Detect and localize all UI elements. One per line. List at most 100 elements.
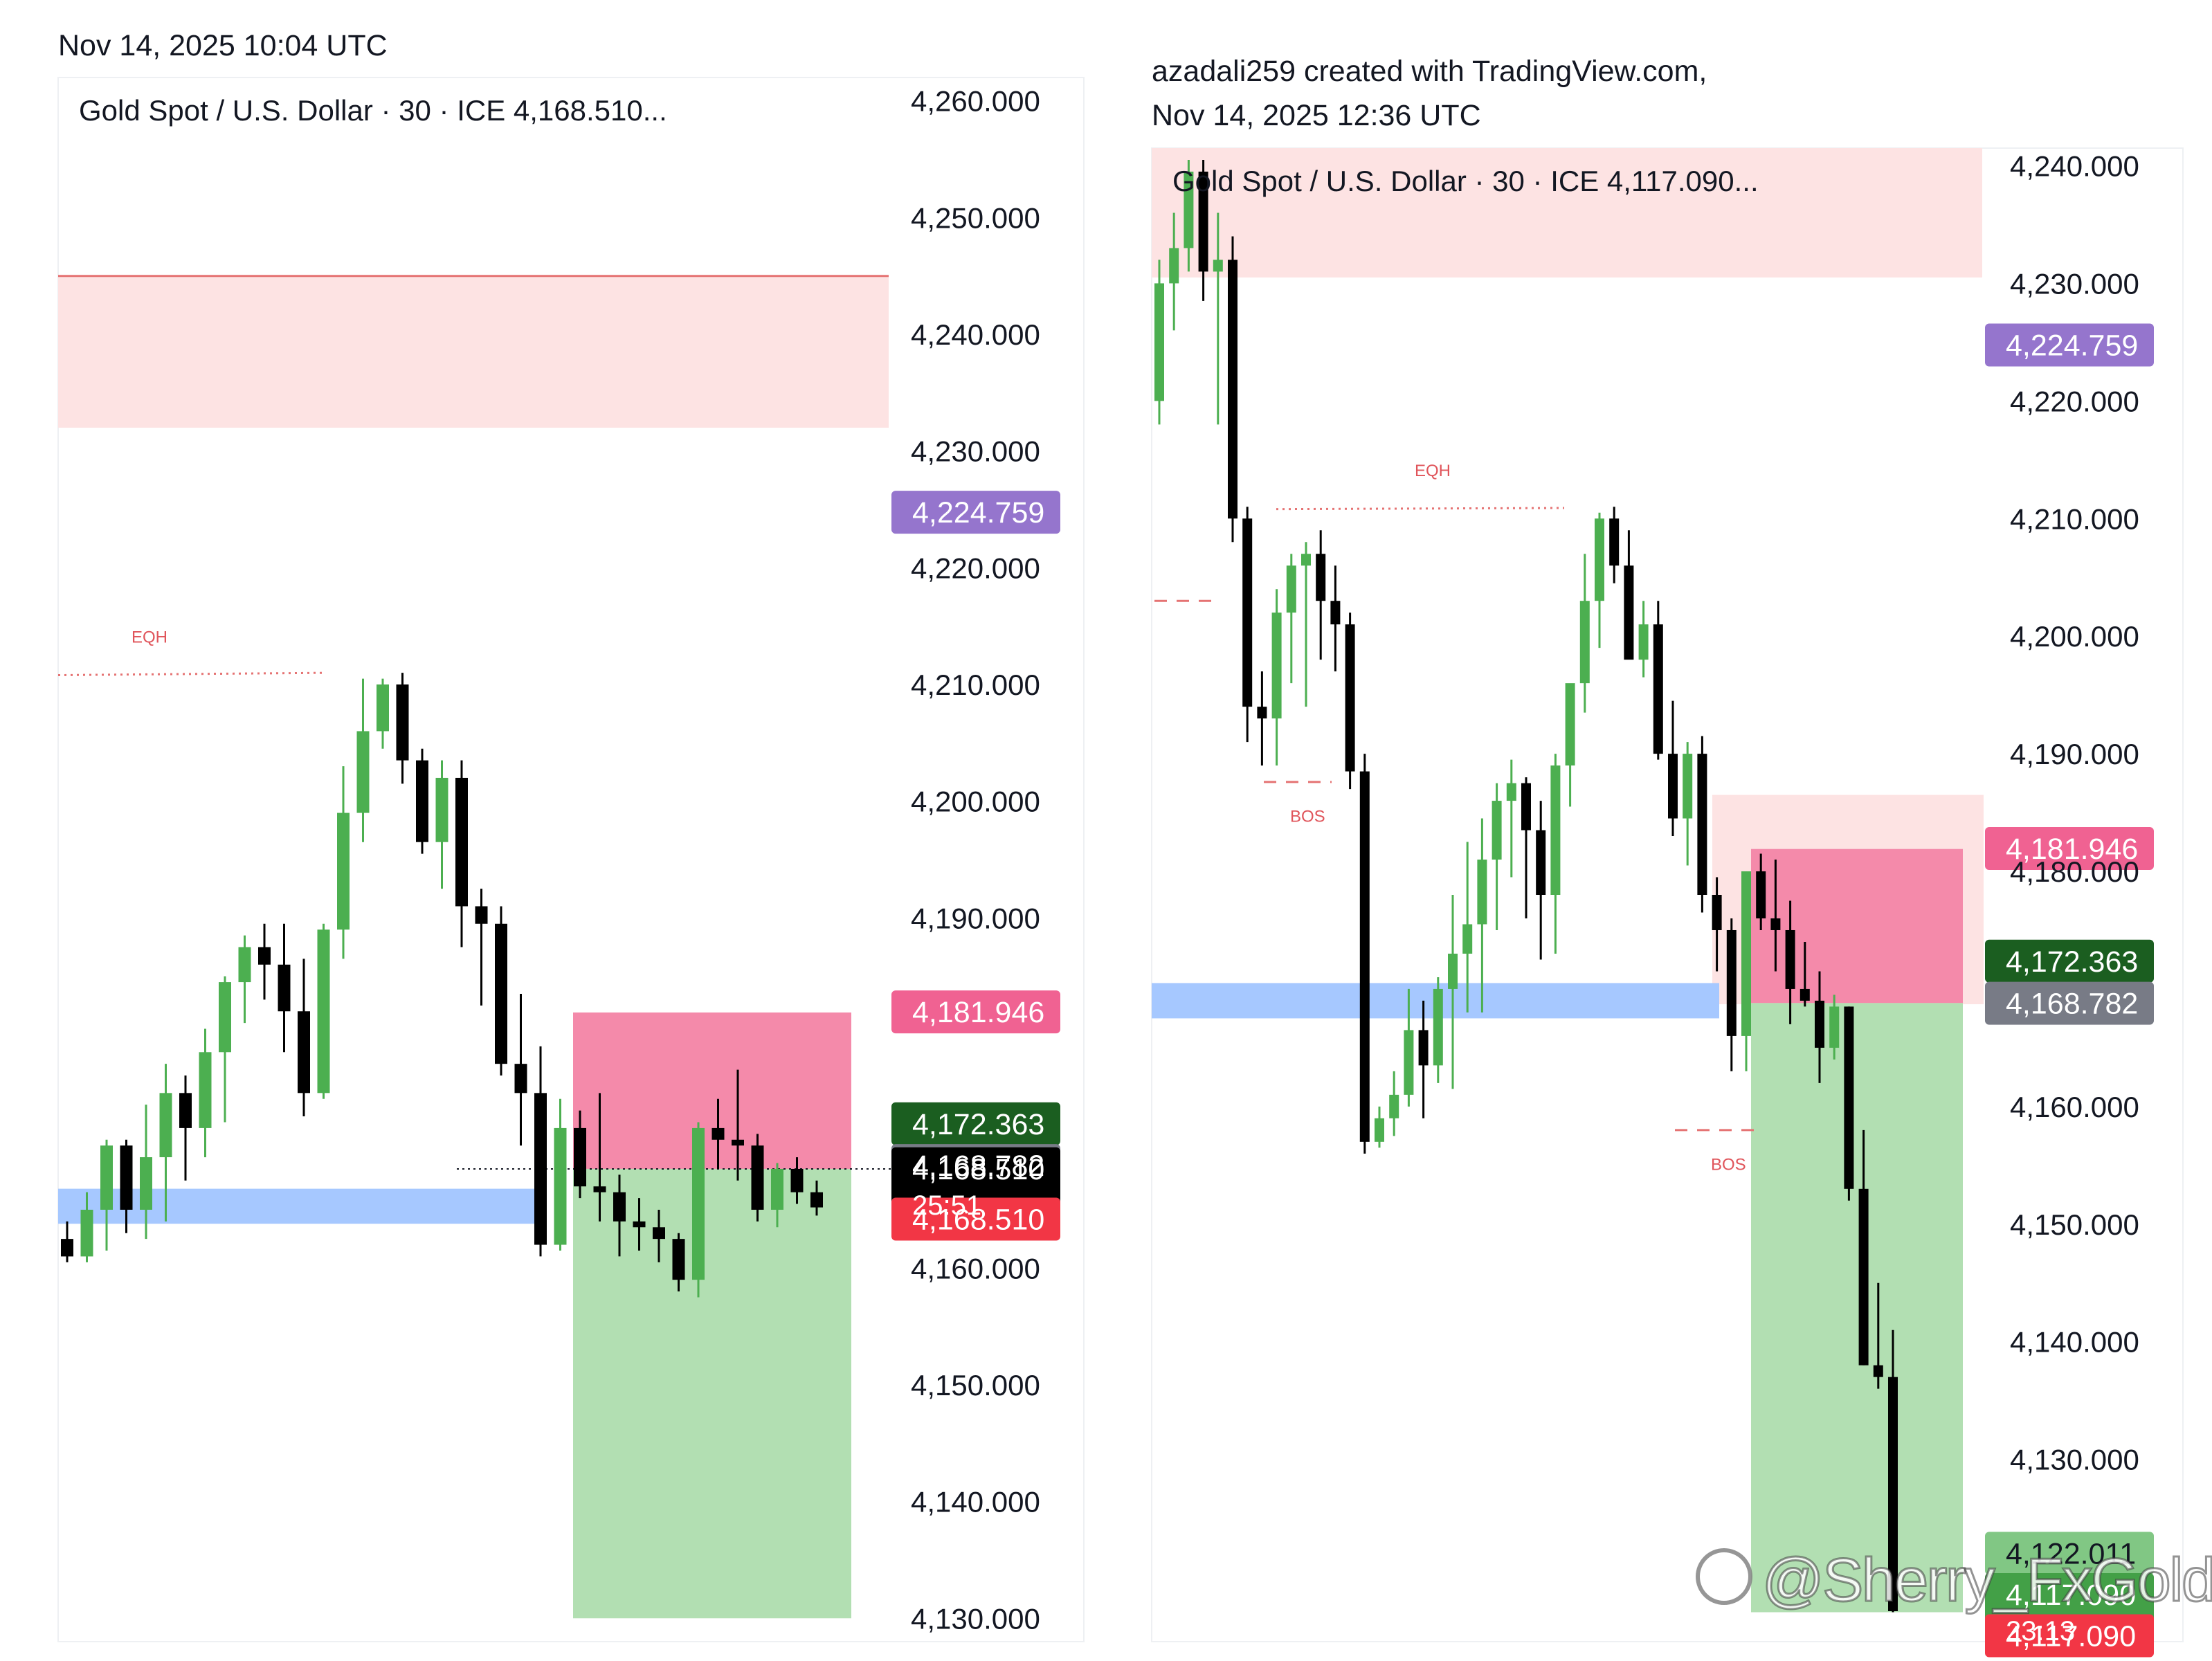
left-candle-body — [653, 1227, 665, 1240]
right-candle-body — [1169, 248, 1179, 284]
right-price-tag-value: 4,181.946 — [2006, 833, 2138, 866]
right-price-tag-value: 4,117.090 — [2006, 1620, 2136, 1653]
right-price-tag-countdown: 23:13 — [2006, 1616, 2075, 1646]
left-candle-body — [80, 1209, 93, 1257]
left-y-tick: 4,220.000 — [911, 552, 1040, 584]
right-candle-body — [1330, 601, 1341, 625]
right-eqh-line — [1276, 507, 1565, 511]
left-candle-body — [574, 1127, 586, 1187]
right-candle-body — [1579, 601, 1590, 684]
left-price-tag-value: 4,181.946 — [912, 996, 1044, 1029]
left-symbol-header: Gold Spot / U.S. Dollar · 30 · ICE 4,168… — [79, 94, 667, 127]
left-y-tick: 4,190.000 — [911, 902, 1040, 934]
right-candle-body — [1271, 612, 1282, 719]
left-candle-body — [732, 1139, 744, 1146]
left-supply-zone — [58, 275, 889, 428]
left-candle-body — [633, 1221, 646, 1228]
right-candle-body — [1815, 1000, 1824, 1048]
right-candle-body — [1697, 754, 1707, 895]
right-candle-body — [1858, 1188, 1869, 1365]
right-candle-body — [1683, 754, 1693, 819]
left-price-tag-value: 4,168.782 — [912, 1150, 1044, 1183]
right-eqh-label: EQH — [1415, 462, 1451, 480]
right-candle-body — [1184, 171, 1194, 248]
right-y-tick: 4,230.000 — [2010, 267, 2139, 300]
left-candle-body — [258, 947, 271, 965]
right-candle-body — [1213, 260, 1223, 272]
left-candle-body — [356, 731, 370, 813]
right-candle-body — [1345, 624, 1355, 772]
right-price-tag — [1985, 1532, 2154, 1575]
right-candle-body — [1389, 1094, 1399, 1118]
right-candle-body — [1624, 565, 1634, 660]
right-candle-body — [1873, 1365, 1883, 1377]
left-candle-body — [317, 929, 330, 1093]
right-y-tick: 4,240.000 — [2010, 149, 2139, 182]
right-price-tag — [1985, 826, 2154, 870]
left-candle-body — [455, 777, 468, 907]
left-y-tick: 4,160.000 — [911, 1252, 1040, 1285]
right-y-tick: 4,200.000 — [2010, 620, 2139, 653]
right-attribution: azadali259 created with TradingView.com, — [1152, 55, 1707, 88]
left-candle-body — [751, 1145, 764, 1210]
right-candle-body — [1375, 1118, 1384, 1142]
left-price-tag — [891, 1197, 1060, 1241]
left-candle-body — [613, 1192, 626, 1222]
right-candle-body — [1506, 783, 1516, 801]
right-candle-body — [1550, 765, 1561, 895]
left-candle-body — [298, 1011, 310, 1093]
right-candle-body — [1536, 830, 1546, 895]
left-y-tick: 4,200.000 — [911, 786, 1040, 818]
right-y-tick: 4,220.000 — [2010, 385, 2139, 417]
left-y-tick: 4,130.000 — [911, 1602, 1040, 1635]
left-price-tag-value: 4,168.510 — [912, 1203, 1044, 1236]
left-timestamp: Nov 14, 2025 10:04 UTC — [58, 29, 388, 62]
right-price-tag-value: 4,172.363 — [2006, 945, 2138, 979]
right-panel — [1151, 147, 2184, 1658]
left-candle-body — [514, 1064, 527, 1093]
left-y-tick: 4,150.000 — [911, 1369, 1040, 1401]
right-candle-body — [1770, 918, 1781, 930]
left-candle-body — [790, 1168, 804, 1192]
right-candle-body — [1477, 860, 1487, 925]
left-y-tick: 4,140.000 — [911, 1486, 1040, 1518]
left-candle-body — [199, 1052, 212, 1128]
left-candle-body — [337, 813, 350, 930]
watermark: @Sherry_FxGold — [1696, 1545, 2212, 1615]
right-candle-body — [1359, 771, 1370, 1142]
right-candle-body — [1462, 924, 1473, 954]
watermark-logo-icon — [1696, 1548, 1752, 1605]
left-eqh-label: EQH — [132, 628, 167, 646]
right-panel-frame — [1151, 147, 2184, 1642]
right-candle-body — [1712, 895, 1722, 930]
left-panel — [57, 77, 1085, 1642]
left-candle-body — [396, 684, 409, 761]
left-candle-body — [435, 777, 448, 842]
left-candle-body — [238, 947, 251, 983]
left-price-tag-countdown: 25:51 — [912, 1190, 981, 1221]
left-y-tick: 4,230.000 — [911, 435, 1040, 468]
right-y-tick: 4,150.000 — [2010, 1208, 2139, 1241]
left-y-tick: 4,210.000 — [911, 669, 1040, 701]
left-target-zone — [573, 1168, 851, 1619]
left-candle-body — [140, 1157, 152, 1210]
left-candle-body — [771, 1168, 783, 1210]
left-candle-body — [534, 1093, 547, 1245]
right-candle-body — [1653, 624, 1663, 754]
left-candle-body — [219, 982, 231, 1053]
right-supply-zone — [1152, 148, 1982, 278]
right-candle-body — [1756, 871, 1766, 918]
left-price-tag-value: 4,224.759 — [912, 496, 1044, 529]
left-price-tag-value: 4,172.363 — [912, 1108, 1044, 1141]
left-price-tag-value: 4,168.510 — [912, 1153, 1044, 1186]
left-candle-body — [377, 684, 389, 732]
right-price-tag-value: 4,117.090 — [2006, 1579, 2136, 1612]
watermark-text: @Sherry_FxGold — [1761, 1545, 2212, 1615]
right-price-tag — [1985, 939, 2154, 983]
right-candle-body — [1242, 518, 1253, 707]
right-candle-body — [1404, 1030, 1414, 1095]
left-candle-body — [711, 1127, 725, 1140]
left-demand-zone — [58, 1188, 536, 1224]
left-candle-body — [120, 1145, 133, 1210]
